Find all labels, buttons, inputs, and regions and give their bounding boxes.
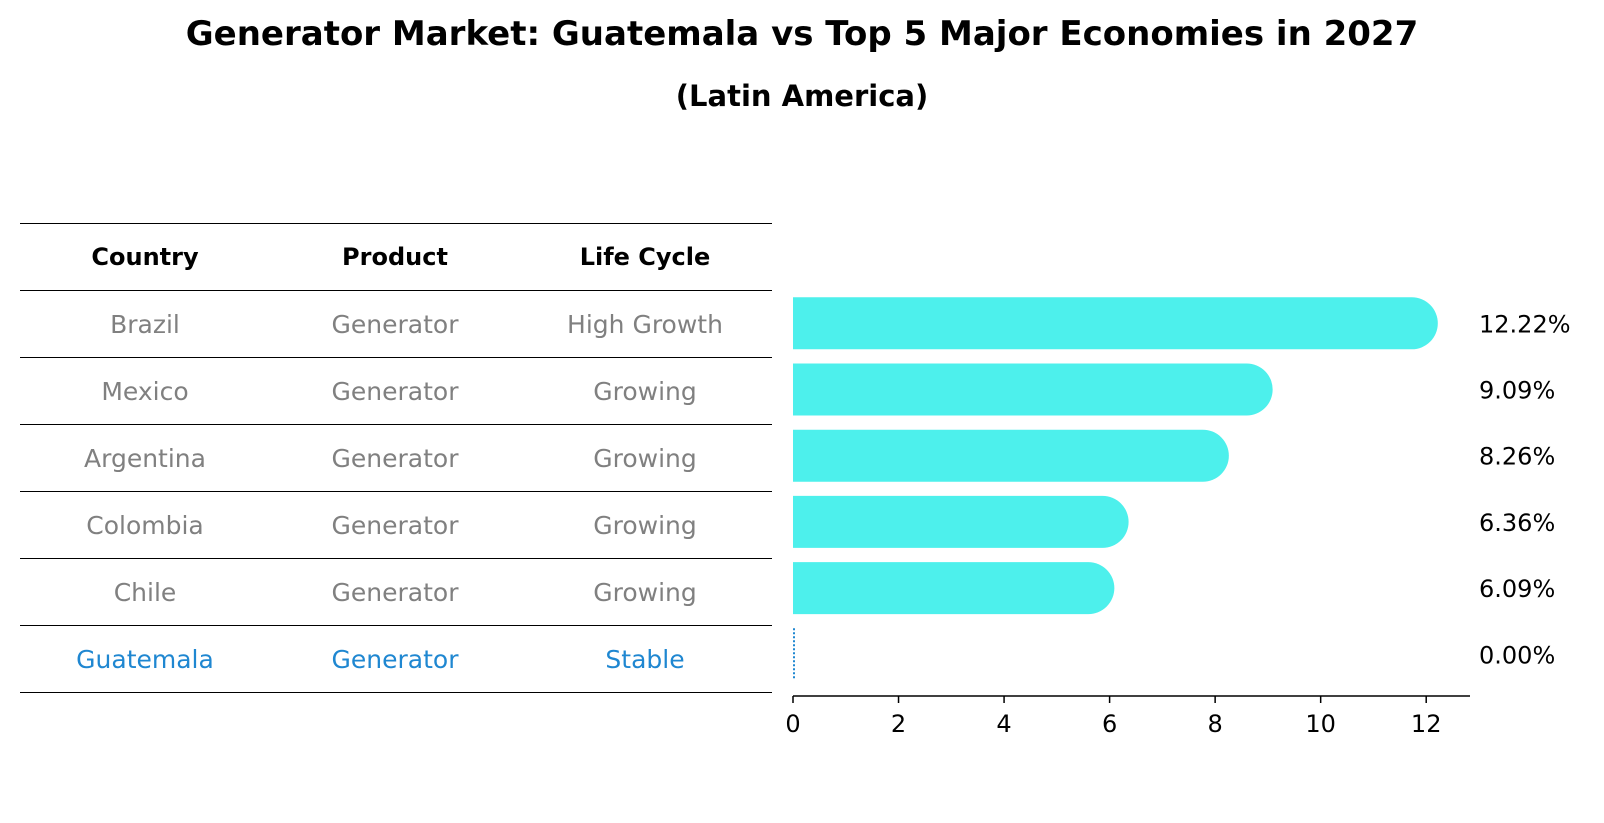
cell-product: Generator bbox=[331, 577, 459, 607]
market-table: Country Product Life Cycle Brazil Genera… bbox=[20, 223, 772, 693]
table-row-highlighted: Guatemala Generator Stable bbox=[20, 626, 772, 693]
table-row: Mexico Generator Growing bbox=[20, 358, 772, 425]
bar-value-label: 9.09% bbox=[1479, 377, 1555, 405]
x-tick-label: 0 bbox=[785, 710, 800, 738]
bar bbox=[793, 297, 1438, 350]
cell-life-cycle: Stable bbox=[605, 644, 685, 674]
cell-country: Mexico bbox=[101, 376, 189, 406]
cell-life-cycle: Growing bbox=[593, 376, 697, 406]
bar-value-label: 8.26% bbox=[1479, 443, 1555, 471]
bar-value-label: 0.00% bbox=[1479, 641, 1555, 669]
x-tick-label: 8 bbox=[1207, 710, 1222, 738]
cell-product: Generator bbox=[331, 376, 459, 406]
header-country: Country bbox=[91, 243, 199, 271]
x-tick-label: 2 bbox=[891, 710, 906, 738]
x-tick-label: 10 bbox=[1305, 710, 1336, 738]
table-row: Brazil Generator High Growth bbox=[20, 291, 772, 358]
cell-life-cycle: Growing bbox=[593, 510, 697, 540]
chart-subtitle: (Latin America) bbox=[675, 79, 929, 113]
x-tick-label: 4 bbox=[996, 710, 1011, 738]
bar-value-label: 6.09% bbox=[1479, 575, 1555, 603]
cell-country: Guatemala bbox=[76, 644, 214, 674]
cell-product: Generator bbox=[331, 443, 459, 473]
cell-life-cycle: Growing bbox=[593, 577, 697, 607]
table-row: Argentina Generator Growing bbox=[20, 425, 772, 492]
bar bbox=[793, 562, 1115, 615]
table-row: Colombia Generator Growing bbox=[20, 492, 772, 559]
x-tick-label: 12 bbox=[1411, 710, 1442, 738]
bar bbox=[793, 429, 1229, 482]
cell-country: Colombia bbox=[86, 510, 204, 540]
bar-value-label: 6.36% bbox=[1479, 509, 1555, 537]
bar bbox=[793, 495, 1129, 548]
cell-product: Generator bbox=[331, 644, 459, 674]
cell-product: Generator bbox=[331, 510, 459, 540]
header-life-cycle: Life Cycle bbox=[579, 243, 711, 271]
table-row: Chile Generator Growing bbox=[20, 559, 772, 626]
cell-life-cycle: High Growth bbox=[567, 309, 723, 339]
cell-life-cycle: Growing bbox=[593, 443, 697, 473]
table-header-row: Country Product Life Cycle bbox=[20, 223, 772, 291]
bar bbox=[793, 363, 1273, 416]
x-tick-label: 6 bbox=[1102, 710, 1117, 738]
header-product: Product bbox=[342, 243, 448, 271]
cell-country: Chile bbox=[113, 577, 177, 607]
bar-value-label: 12.22% bbox=[1479, 310, 1571, 338]
cell-product: Generator bbox=[331, 309, 459, 339]
cell-country: Argentina bbox=[84, 443, 206, 473]
chart-title: Generator Market: Guatemala vs Top 5 Maj… bbox=[185, 14, 1419, 54]
cell-country: Brazil bbox=[110, 309, 180, 339]
